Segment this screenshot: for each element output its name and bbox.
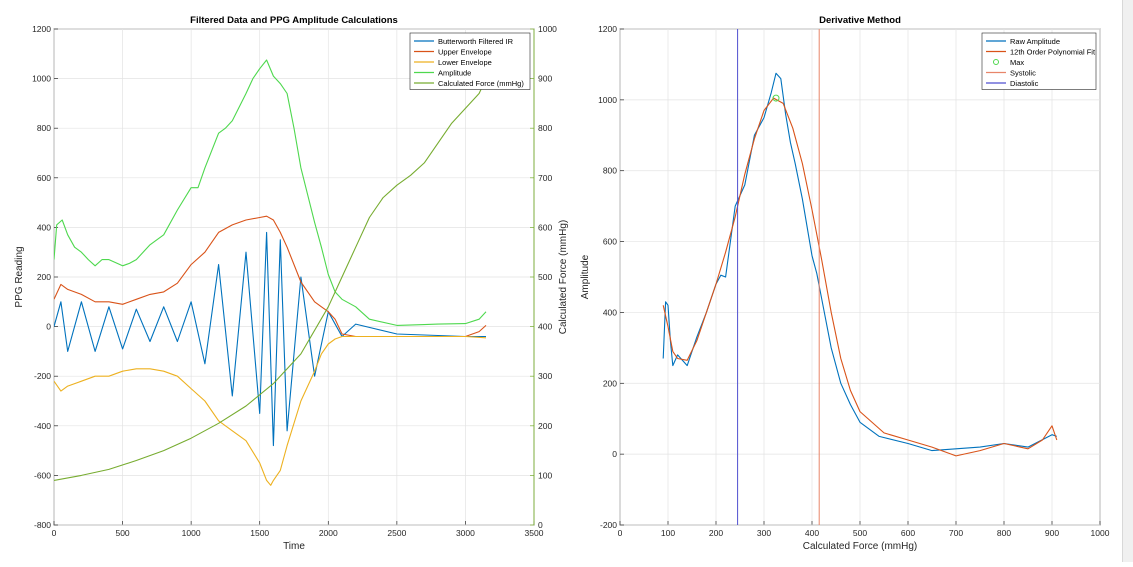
y-tick-label: 600 bbox=[37, 173, 51, 183]
x-tick-label: 300 bbox=[757, 528, 771, 538]
chart-title: Derivative Method bbox=[819, 15, 901, 26]
y2-tick-label: 100 bbox=[538, 470, 552, 480]
chart-filtered-data: 0 500 1000 1500 2000 2500 3000 3500-800-600-400… bbox=[14, 15, 569, 552]
y-tick-label: -400 bbox=[34, 421, 51, 431]
legend-entry: Butterworth Filtered IR bbox=[438, 37, 514, 46]
series-calculated-force-mmhg-line bbox=[54, 78, 487, 481]
chart-derivative-method: 0 100 200 300 400 500 600 700 800 900 1000-2000200… bbox=[580, 15, 1110, 552]
x-tick-label: 1500 bbox=[250, 528, 269, 538]
y2-tick-label: 0 bbox=[538, 520, 543, 530]
series-12th-order-polynomial-fit-line bbox=[662, 97, 1058, 457]
legend-marker bbox=[993, 59, 999, 65]
x-tick-label: 200 bbox=[709, 528, 723, 538]
y-tick-label: -600 bbox=[34, 470, 51, 480]
x-tick-label: 3500 bbox=[525, 528, 544, 538]
y-tick-label: 200 bbox=[37, 272, 51, 282]
y-tick-label: 0 bbox=[46, 322, 51, 332]
x-tick-label: 3000 bbox=[456, 528, 475, 538]
series-max-point bbox=[772, 94, 780, 102]
legend-entry: Upper Envelope bbox=[438, 47, 492, 56]
series-amplitude-line bbox=[54, 59, 487, 326]
y-axis-label: Amplitude bbox=[580, 254, 591, 299]
y-axis-label: PPG Reading bbox=[14, 246, 25, 307]
x-tick-label: 800 bbox=[997, 528, 1011, 538]
y-tick-label: -800 bbox=[34, 520, 51, 530]
legend-entry: Systolic bbox=[1010, 68, 1036, 77]
y2-tick-label: 900 bbox=[538, 74, 552, 84]
y-tick-label: 1000 bbox=[32, 74, 51, 84]
series-butterworth-filtered-ir-line bbox=[54, 231, 486, 447]
legend-entry: Lower Envelope bbox=[438, 58, 492, 67]
legend-entry: Amplitude bbox=[438, 68, 471, 77]
x-tick-label: 600 bbox=[901, 528, 915, 538]
series-lower-envelope-line bbox=[54, 335, 487, 486]
x-tick-label: 2500 bbox=[387, 528, 406, 538]
y-tick-label: 600 bbox=[603, 237, 617, 247]
y-tick-label: 1200 bbox=[32, 24, 51, 34]
x-axis-label: Time bbox=[283, 541, 305, 552]
y2-tick-label: 200 bbox=[538, 421, 552, 431]
y-tick-label: 400 bbox=[37, 222, 51, 232]
x-tick-label: 1000 bbox=[182, 528, 201, 538]
y2-axis-label: Calculated Force (mmHg) bbox=[558, 220, 569, 334]
legend-box bbox=[981, 32, 1097, 90]
y-tick-label: 1200 bbox=[598, 24, 617, 34]
y-tick-label: 800 bbox=[37, 123, 51, 133]
y-tick-label: 800 bbox=[603, 166, 617, 176]
x-tick-label: 2000 bbox=[319, 528, 338, 538]
legend-entry: Calculated Force (mmHg) bbox=[438, 79, 524, 88]
window-edge-strip bbox=[1122, 0, 1133, 562]
legend-entry: Raw Amplitude bbox=[1010, 37, 1060, 46]
y2-tick-label: 300 bbox=[538, 371, 552, 381]
x-tick-label: 100 bbox=[661, 528, 675, 538]
y-tick-label: 400 bbox=[603, 307, 617, 317]
y-tick-label: 0 bbox=[612, 449, 617, 459]
y-tick-label: -200 bbox=[34, 371, 51, 381]
legend-entry: 12th Order Polynomial Fit bbox=[1010, 47, 1096, 56]
y2-tick-label: 600 bbox=[538, 222, 552, 232]
series-upper-envelope-line bbox=[54, 215, 487, 338]
y2-tick-label: 1000 bbox=[538, 24, 557, 34]
legend-entry: Diastolic bbox=[1010, 79, 1039, 88]
legend-box bbox=[409, 32, 531, 90]
x-tick-label: 400 bbox=[805, 528, 819, 538]
x-tick-label: 500 bbox=[115, 528, 129, 538]
x-axis-label: Calculated Force (mmHg) bbox=[803, 541, 917, 552]
y2-tick-label: 400 bbox=[538, 322, 552, 332]
y2-tick-label: 800 bbox=[538, 123, 552, 133]
y-tick-label: -200 bbox=[600, 520, 617, 530]
x-tick-label: 500 bbox=[853, 528, 867, 538]
x-tick-label: 0 bbox=[52, 528, 57, 538]
y2-tick-label: 700 bbox=[538, 173, 552, 183]
x-tick-label: 1000 bbox=[1091, 528, 1110, 538]
legend-entry: Max bbox=[1010, 58, 1024, 67]
y-tick-label: 1000 bbox=[598, 95, 617, 105]
chart-title: Filtered Data and PPG Amplitude Calculat… bbox=[190, 15, 398, 26]
x-tick-label: 900 bbox=[1045, 528, 1059, 538]
y-tick-label: 200 bbox=[603, 378, 617, 388]
y2-tick-label: 500 bbox=[538, 272, 552, 282]
x-tick-label: 0 bbox=[618, 528, 623, 538]
x-tick-label: 700 bbox=[949, 528, 963, 538]
